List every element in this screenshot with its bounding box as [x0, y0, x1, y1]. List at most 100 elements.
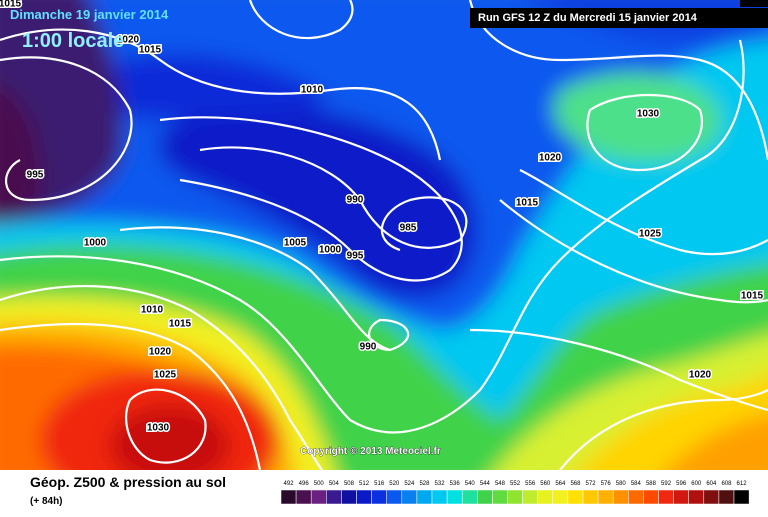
- isobar-label: 1000: [84, 238, 107, 249]
- isobar: [586, 93, 703, 172]
- scale-swatch: [401, 489, 418, 505]
- scale-swatch: [446, 489, 463, 505]
- isobar-label: 990: [347, 195, 364, 206]
- scale-swatch: [628, 489, 644, 505]
- scale-label: 592: [661, 481, 672, 487]
- isobar-label: 995: [347, 251, 364, 262]
- scale-swatch: [552, 489, 569, 505]
- scale-swatch: [567, 489, 584, 505]
- isobar: [0, 284, 324, 470]
- scale-swatch: [507, 489, 523, 505]
- scale-swatch: [718, 489, 735, 505]
- scale-label: 520: [389, 481, 400, 487]
- scale-label: 608: [721, 481, 732, 487]
- scale-label: 564: [555, 481, 566, 487]
- isobar-label: 995: [27, 170, 44, 181]
- isobar-label: 1020: [149, 347, 172, 358]
- legend-title: Géop. Z500 & pression au sol: [30, 474, 226, 490]
- scale-swatch: [612, 489, 629, 505]
- scale-label: 556: [525, 481, 536, 487]
- scale-swatch: [673, 489, 689, 505]
- scale-swatch: [341, 489, 357, 505]
- isobar: [0, 56, 133, 202]
- scale-label: 560: [540, 481, 551, 487]
- isobar-label: 1030: [637, 109, 660, 120]
- scale-label: 552: [510, 481, 521, 487]
- scale-swatch: [386, 489, 403, 505]
- isobar-label: 1015: [139, 45, 162, 56]
- scale-swatch: [371, 489, 387, 505]
- scale-swatch: [280, 489, 297, 505]
- corner-box: [740, 0, 768, 7]
- isobar-label: 1025: [639, 229, 662, 240]
- isobar-label: 990: [360, 342, 377, 353]
- run-box: [470, 8, 768, 28]
- isobar: [0, 39, 745, 434]
- scale-label: 612: [737, 481, 748, 487]
- isobar: [159, 116, 463, 282]
- scale-swatch: [295, 489, 312, 505]
- isobar: [559, 389, 768, 470]
- scale-swatch: [356, 489, 372, 505]
- scale-label: 532: [435, 481, 446, 487]
- isobar-label: 1020: [539, 153, 562, 164]
- isobar-labels: 1015102010151010995100099098510051000995…: [0, 0, 765, 435]
- legend-subtitle: (+ 84h): [30, 496, 63, 507]
- isobar: [248, 0, 354, 40]
- scale-swatch: [643, 489, 659, 505]
- scale-label: 540: [465, 481, 476, 487]
- scale-label: 500: [314, 481, 325, 487]
- isobar-label: 1000: [319, 245, 342, 256]
- isobar: [519, 169, 768, 256]
- isobar: [469, 328, 768, 412]
- scale-label: 528: [419, 481, 430, 487]
- scale-swatch: [461, 489, 478, 505]
- isobars: [0, 0, 768, 480]
- isobar: [119, 226, 410, 352]
- isobar: [0, 28, 442, 161]
- scale-label: 496: [299, 481, 310, 487]
- scale-label: 508: [344, 481, 355, 487]
- scale-swatch: [416, 489, 433, 505]
- scale-label: 544: [480, 481, 491, 487]
- isobar: [199, 146, 468, 252]
- isobar-label: 1015: [169, 319, 192, 330]
- scale-swatch: [733, 489, 750, 505]
- scale-label: 504: [329, 481, 340, 487]
- scale-swatch: [703, 489, 720, 505]
- isobar-label: 1025: [154, 370, 177, 381]
- scale-label: 584: [631, 481, 642, 487]
- isobar-label: 1020: [117, 35, 140, 46]
- isobar-label: 1005: [284, 238, 307, 249]
- isobar-label: 985: [400, 223, 417, 234]
- scale-swatch: [326, 489, 342, 505]
- isobar: [0, 322, 262, 470]
- scale-label: 576: [601, 481, 612, 487]
- scale-swatch: [310, 489, 327, 505]
- scale-label: 524: [404, 481, 415, 487]
- scale-swatch: [522, 489, 538, 505]
- scale-label: 492: [284, 481, 295, 487]
- scale-label: 516: [374, 481, 385, 487]
- isobar-label: 1015: [516, 198, 539, 209]
- isobar-label: 1010: [141, 305, 164, 316]
- valid-time: 1:00 locale: [22, 30, 124, 52]
- scale-label: 536: [450, 481, 461, 487]
- isobar-label: 1020: [689, 370, 712, 381]
- scale-label: 588: [646, 481, 657, 487]
- isobar-label: 1015: [741, 291, 764, 302]
- color-scale: 492 496 500 504 508 512 516 520 524 528 532 536 540 5…: [280, 481, 750, 505]
- scale-swatch: [597, 489, 614, 505]
- scale-swatch: [477, 489, 493, 505]
- scale-swatch: [658, 489, 674, 505]
- scale-swatch: [688, 489, 705, 505]
- isobar: [468, 0, 768, 161]
- scale-label: 600: [691, 481, 702, 487]
- run-info: Run GFS 12 Z du Mercredi 15 janvier 2014: [478, 12, 698, 24]
- scale-label: 572: [586, 481, 597, 487]
- scale-label: 568: [570, 481, 581, 487]
- scale-swatch: [537, 489, 554, 505]
